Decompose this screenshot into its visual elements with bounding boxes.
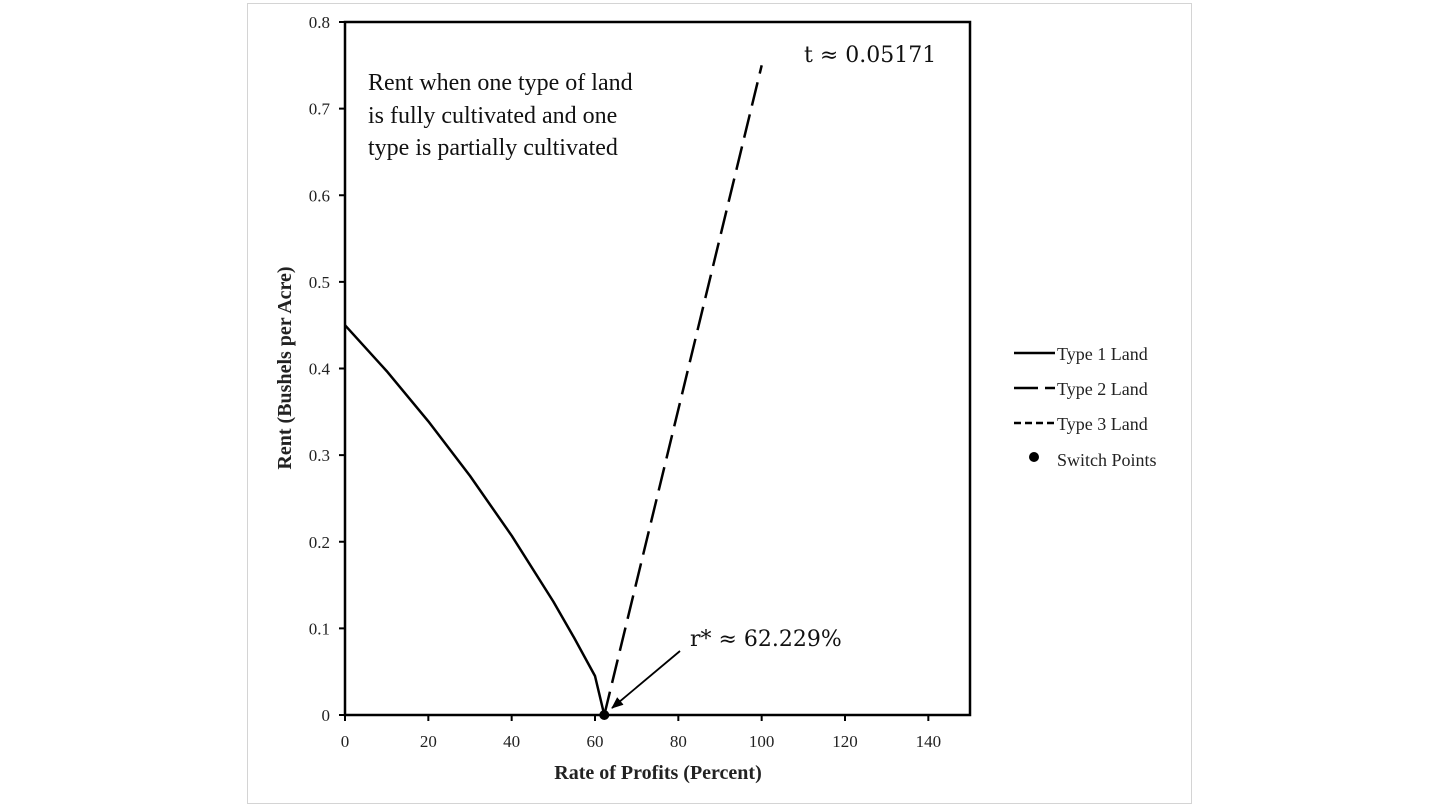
x-tick-label: 20 xyxy=(420,732,437,751)
note-line-3: type is partially cultivated xyxy=(368,135,618,161)
chart-frame xyxy=(247,3,1192,804)
switch-point-arrow xyxy=(611,650,681,709)
y-tick-label: 0.2 xyxy=(309,533,330,552)
legend-label-type-2: Type 2 Land xyxy=(1057,379,1148,399)
y-tick-label: 0 xyxy=(322,706,331,725)
series-line-type-1 xyxy=(344,324,606,716)
x-axis-ticks: 0 20 40 60 80 100 120 140 xyxy=(341,715,941,751)
legend-swatch-switch-points xyxy=(1029,452,1039,462)
y-axis-ticks: 0 0.1 0.2 0.3 0.4 0.5 0.6 0.7 0.8 xyxy=(309,13,345,725)
x-tick-label: 120 xyxy=(832,732,858,751)
y-tick-label: 0.7 xyxy=(309,100,331,119)
y-tick-label: 0.5 xyxy=(309,273,330,292)
legend-label-type-1: Type 1 Land xyxy=(1057,344,1148,364)
y-tick-label: 0.4 xyxy=(309,360,331,379)
y-tick-label: 0.6 xyxy=(309,186,330,205)
series-line-type-2 xyxy=(603,65,763,716)
legend-label-switch-points: Switch Points xyxy=(1057,450,1157,470)
x-tick-label: 140 xyxy=(916,732,942,751)
x-tick-label: 40 xyxy=(503,732,520,751)
t-value-label: t ≈ 0.05171 xyxy=(804,43,936,68)
note-line-1: Rent when one type of land xyxy=(368,70,633,96)
x-tick-label: 80 xyxy=(670,732,687,751)
switch-point-marker xyxy=(599,710,610,720)
legend-label-type-3: Type 3 Land xyxy=(1057,414,1148,434)
y-tick-label: 0.8 xyxy=(309,13,330,32)
x-tick-label: 0 xyxy=(341,732,350,751)
y-axis-title: Rent (Bushels per Acre) xyxy=(274,266,296,469)
x-tick-label: 60 xyxy=(587,732,604,751)
y-tick-label: 0.1 xyxy=(309,619,330,638)
legend: Type 1 Land Type 2 Land Type 3 Land Swit… xyxy=(1014,344,1157,470)
y-tick-label: 0.3 xyxy=(309,446,330,465)
switch-point-label: r* ≈ 62.229% xyxy=(690,627,842,652)
note-line-2: is fully cultivated and one xyxy=(368,103,617,129)
x-axis-title: Rate of Profits (Percent) xyxy=(554,762,762,784)
x-tick-label: 100 xyxy=(749,732,775,751)
series-layer xyxy=(344,65,763,720)
